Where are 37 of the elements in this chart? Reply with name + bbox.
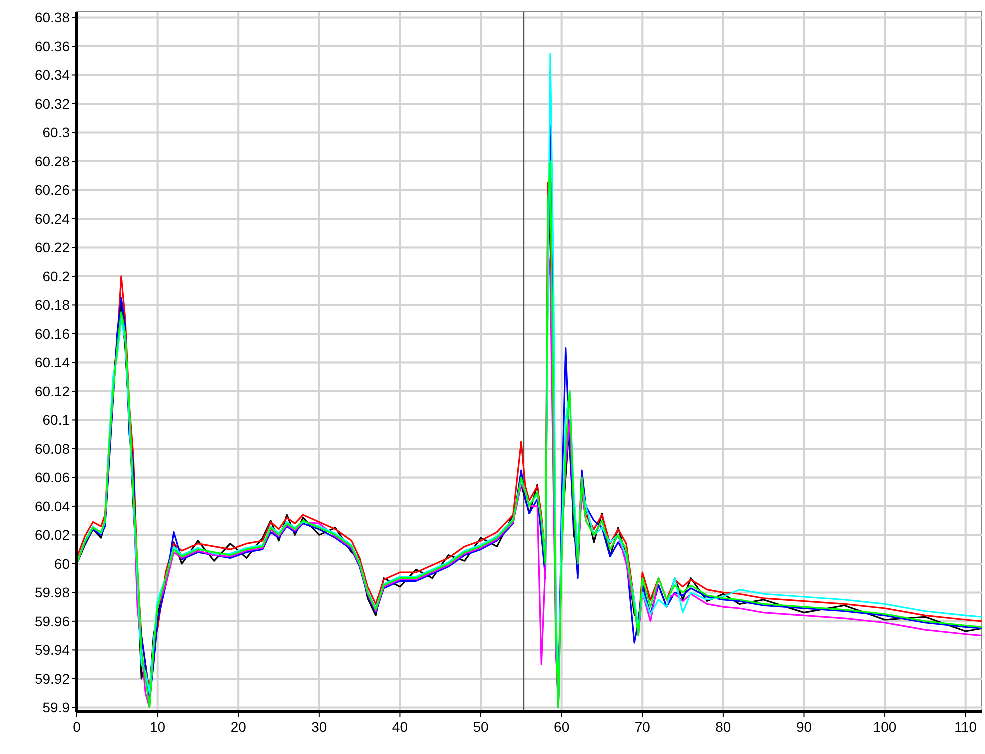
x-tick-label: 60 <box>554 719 570 735</box>
y-tick-label: 59.94 <box>34 642 70 658</box>
x-tick-label: 10 <box>150 719 166 735</box>
x-tick-label: 90 <box>796 719 812 735</box>
x-tick-label: 70 <box>634 719 651 735</box>
x-tick-label: 0 <box>73 719 82 735</box>
x-tick-label: 50 <box>473 719 490 735</box>
y-tick-label: 60.12 <box>34 383 70 400</box>
y-tick-label: 60.14 <box>34 354 70 371</box>
y-tick-label: 60.18 <box>34 297 70 314</box>
y-tick-label: 60.3 <box>42 124 70 141</box>
y-tick-label: 60.28 <box>34 153 70 170</box>
y-tick-label: 60.26 <box>34 182 70 198</box>
y-tick-label: 60.2 <box>42 268 70 284</box>
x-tick-label: 30 <box>312 719 328 735</box>
y-tick-label: 60.04 <box>34 498 70 514</box>
y-tick-label: 59.96 <box>34 613 70 630</box>
x-tick-label: 40 <box>392 719 408 735</box>
y-tick-label: 60.06 <box>34 470 70 486</box>
y-tick-label: 59.98 <box>34 584 70 601</box>
y-tick-label: 60 <box>54 556 70 572</box>
y-tick-label: 60.36 <box>34 38 70 54</box>
y-tick-label: 60.22 <box>34 240 70 256</box>
y-tick-label: 60.38 <box>34 10 70 26</box>
y-tick-label: 60.24 <box>34 210 70 227</box>
x-tick-label: 110 <box>954 719 978 735</box>
y-tick-label: 60.08 <box>34 440 70 457</box>
y-tick-label: 60.32 <box>34 96 70 112</box>
y-tick-label: 60.34 <box>34 67 70 84</box>
y-tick-label: 60.02 <box>34 527 70 544</box>
x-tick-label: 80 <box>716 719 732 735</box>
y-tick-label: 59.9 <box>42 700 70 716</box>
y-tick-label: 60.16 <box>34 326 70 342</box>
x-tick-label: 20 <box>230 719 247 735</box>
x-tick-label: 100 <box>873 719 897 735</box>
y-tick-label: 59.92 <box>34 670 70 687</box>
y-tick-label: 60.1 <box>42 412 70 428</box>
